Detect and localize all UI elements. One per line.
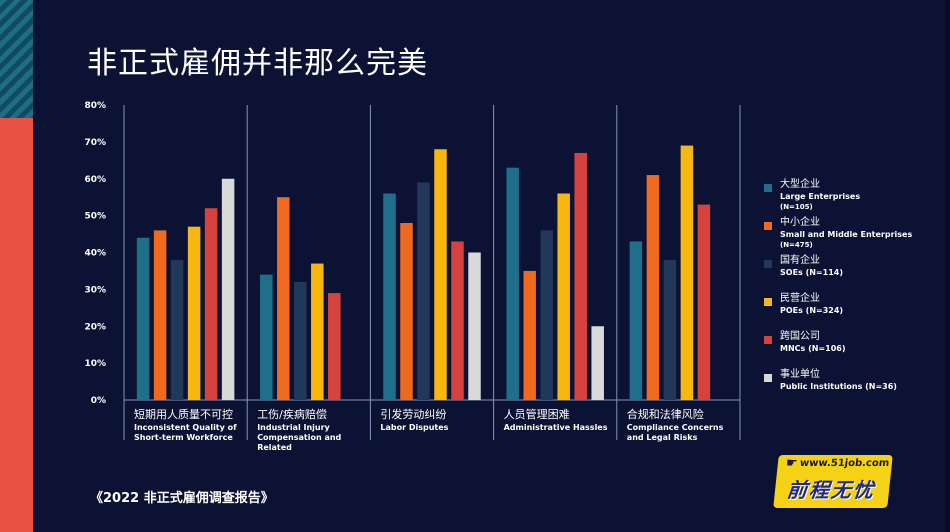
legend-item: 事业单位 Public Institutions (N=36) [764,368,934,406]
bar [294,282,307,400]
category-label-en: and Legal Risks [627,433,698,442]
legend-item: 国有企业 SOEs (N=114) [764,254,934,292]
bar [153,230,167,400]
bar [328,293,341,400]
hand-cursor-icon: ☛ [785,456,799,471]
legend-label: 跨国公司 [780,331,820,342]
bar [451,241,464,400]
legend-label-en: MNCs (N=106) [780,344,846,353]
legend-label-en: SOEs (N=114) [780,268,843,277]
legend-label-en: Large Enterprises [780,192,861,201]
bar [663,259,677,400]
chart-legend: 大型企业 Large Enterprises (N=105) 中小企业 Small an… [764,178,934,406]
bar [170,259,184,400]
legend-swatch [764,222,772,230]
category-label: 人员管理困难 [504,407,570,421]
category-label: 合规和法律风险 [627,407,704,421]
bar [434,149,447,400]
bar [277,197,290,400]
legend-label-en: Public Institutions (N=36) [780,382,897,391]
category-label-en: Compliance Concerns [627,423,724,432]
category-label: 工伤/疾病赔偿 [257,407,327,421]
category-label: 短期用人质量不可控 [134,407,233,421]
category-label: 引发劳动纠纷 [380,407,446,421]
bar [187,226,201,400]
legend-item: 跨国公司 MNCs (N=106) [764,330,934,368]
legend-label: 国有企业 [780,255,820,266]
bar [136,237,150,400]
bar [697,204,711,400]
y-tick-label: 40% [84,249,106,259]
y-tick-label: 20% [84,322,106,332]
category-label-en: Labor Disputes [380,423,448,432]
decorative-striped-block [0,0,33,118]
legend-sample-size: (N=105) [780,203,813,211]
legend-swatch [764,374,772,382]
bar [574,152,587,400]
bar [260,274,273,400]
y-tick-label: 10% [84,359,106,369]
bar [523,270,536,400]
y-tick-label: 70% [84,138,106,148]
bar [417,182,430,400]
category-label-en: Compensation and [257,433,341,442]
logo-text: 前程无忧 [785,478,877,502]
right-edge-border [945,0,950,532]
legend-swatch [764,260,772,268]
bar [383,193,396,400]
legend-swatch [764,184,772,192]
bar [221,178,235,400]
y-tick-label: 60% [84,175,106,185]
bar [468,252,481,400]
bar [311,263,324,400]
bar-chart: 0% 10% 20% 30% 40% 50% 60% 70% 80% 短期用人质量不可控 Incon… [84,101,741,452]
legend-label: 民营企业 [780,293,820,304]
legend-label-en: Small and Middle Enterprises [780,230,913,239]
legend-label-en: POEs (N=324) [780,306,844,315]
legend-label: 大型企业 [780,179,820,190]
legend-swatch [764,336,772,344]
category-label-en: Administrative Hassles [504,423,608,432]
legend-item: 中小企业 Small and Middle Enterprises (N=475) [764,216,934,254]
bar [204,208,218,400]
logo-url: www.51job.com [799,458,890,469]
category-label-en: Industrial Injury [257,423,330,432]
category-label-en: Related [257,443,292,452]
bar [400,223,413,400]
y-tick-label: 30% [84,285,106,295]
bar [506,167,519,400]
legend-swatch [764,298,772,306]
category-label-en: Inconsistent Quality of [134,423,237,432]
bar [540,230,553,400]
legend-item: 民营企业 POEs (N=324) [764,292,934,330]
brand-logo: ☛ www.51job.com 前程无忧 [773,455,893,508]
bar [591,326,604,400]
bar [629,241,643,400]
legend-label: 事业单位 [780,369,820,380]
legend-label: 中小企业 [780,217,820,228]
slide-title: 非正式雇佣并非那么完美 [87,46,428,81]
bar [557,193,570,400]
bar [680,145,694,400]
y-tick-label: 80% [84,101,106,111]
bar [646,175,660,400]
source-citation: 《2022 非正式雇佣调查报告》 [90,491,274,506]
y-tick-label: 0% [91,396,106,406]
legend-item: 大型企业 Large Enterprises (N=105) [764,178,934,216]
y-tick-label: 50% [84,212,106,222]
category-label-en: Short-term Workforce [134,433,233,442]
legend-sample-size: (N=475) [780,241,813,249]
